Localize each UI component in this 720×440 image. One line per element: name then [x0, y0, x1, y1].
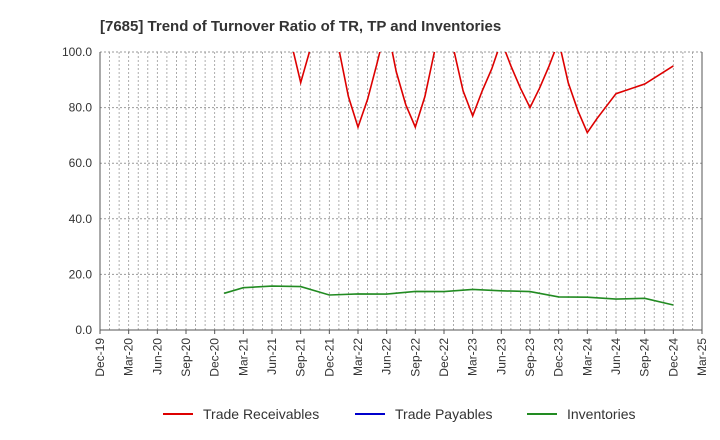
y-tick-label: 80.0 [69, 101, 93, 115]
x-tick-label: Sep-22 [408, 338, 422, 377]
grid [99, 51, 703, 331]
x-tick-label: Mar-20 [122, 338, 136, 376]
x-tick-label: Mar-25 [695, 338, 709, 376]
y-tick-label: 0.0 [75, 323, 92, 337]
legend-label-inventories: Inventories [567, 406, 635, 422]
x-tick-label: Mar-24 [580, 338, 594, 376]
plot-area [223, 52, 674, 306]
x-tick-label: Mar-21 [236, 338, 250, 376]
x-tick-label: Jun-20 [150, 338, 164, 375]
series-line-inventories [223, 285, 674, 306]
y-tick-label: 60.0 [69, 156, 93, 170]
x-tick-label: Sep-20 [179, 338, 193, 377]
legend-label-trade-payables: Trade Payables [395, 406, 493, 422]
x-tick-label: Dec-21 [322, 338, 336, 377]
x-tick-label: Sep-23 [523, 338, 537, 377]
x-tick-label: Jun-23 [494, 338, 508, 375]
x-tick-label: Jun-21 [265, 338, 279, 375]
x-tick-label: Sep-24 [638, 338, 652, 377]
x-tick-label: Dec-22 [437, 338, 451, 377]
y-tick-label: 40.0 [69, 212, 93, 226]
x-tick-label: Mar-23 [466, 338, 480, 376]
legend: Trade Receivables Trade Payables Inventori… [163, 406, 635, 422]
y-axis: 0.0 20.0 40.0 60.0 80.0 100.0 [62, 45, 92, 337]
x-tick-label: Dec-19 [93, 338, 107, 377]
legend-label-trade-receivables: Trade Receivables [203, 406, 319, 422]
y-tick-label: 20.0 [69, 267, 93, 281]
x-tick-label: Jun-24 [609, 338, 623, 375]
x-tick-label: Dec-20 [208, 338, 222, 377]
chart-title: [7685] Trend of Turnover Ratio of TR, TP… [100, 18, 501, 35]
x-tick-label: Sep-21 [294, 338, 308, 377]
x-tick-label: Jun-22 [380, 338, 394, 375]
x-tick-label: Dec-23 [552, 338, 566, 377]
x-tick-label: Mar-22 [351, 338, 365, 376]
series-line-trade-receivables [292, 52, 674, 135]
x-axis: Dec-19 Mar-20 Jun-20 Sep-20 Dec-20 Mar-21 Jun-… [93, 330, 709, 377]
x-tick-label: Dec-24 [666, 338, 680, 377]
y-tick-label: 100.0 [62, 45, 92, 59]
